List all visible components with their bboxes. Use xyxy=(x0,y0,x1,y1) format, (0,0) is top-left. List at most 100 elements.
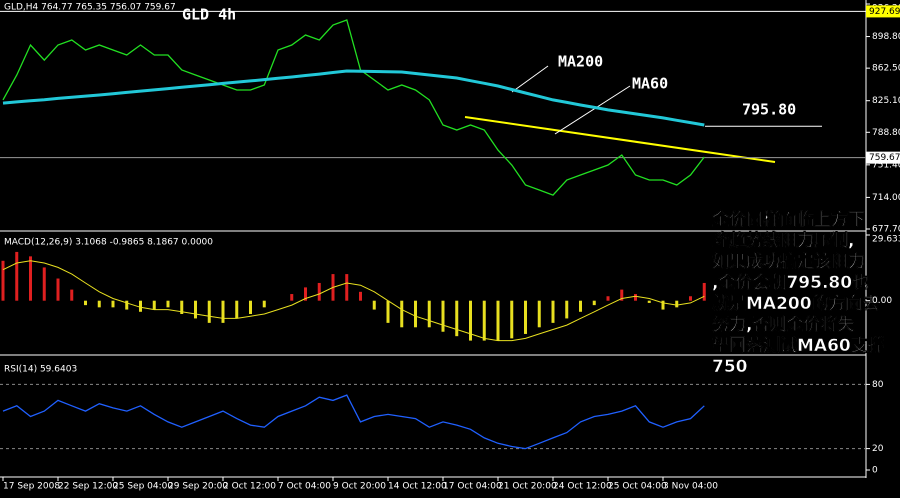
x-tick-label: 22 Sep 12:00 xyxy=(58,482,118,492)
histogram-bar xyxy=(634,294,637,301)
histogram-bar xyxy=(1,260,5,301)
commentary: 望回落测试MA60支撑 xyxy=(712,335,885,356)
y-tick-label: 825.10 xyxy=(872,96,900,106)
annotation-pointer xyxy=(554,85,631,135)
x-tick-label: 9 Oct 20:00 xyxy=(333,482,386,492)
price-label: 759.67 xyxy=(869,153,900,163)
price-label: 927.69 xyxy=(869,7,900,17)
histogram-bar xyxy=(194,300,197,319)
y-tick-label: 788.80 xyxy=(872,128,900,138)
histogram-bar xyxy=(386,300,390,323)
histogram-bar xyxy=(84,300,87,306)
x-tick-label: 7 Oct 04:00 xyxy=(278,482,331,492)
histogram-bar xyxy=(290,294,294,301)
histogram-bar xyxy=(262,300,266,308)
histogram-bar xyxy=(606,296,610,301)
histogram-bar xyxy=(249,300,252,314)
histogram-bar xyxy=(689,296,692,301)
x-tick-label: 21 Oct 20:00 xyxy=(498,482,557,492)
histogram-bar xyxy=(620,289,624,301)
annotation: MA60 xyxy=(632,75,668,93)
x-tick-label: 25 Sep 04:00 xyxy=(113,482,173,492)
commentary: 努力,否则金价将失 xyxy=(712,314,855,335)
price-box xyxy=(866,151,900,164)
histogram-bar xyxy=(139,300,142,312)
histogram-bar xyxy=(661,300,665,310)
commentary: ,金价会朝795.80也 xyxy=(712,272,869,293)
histogram-bar xyxy=(29,256,32,301)
histogram-bar xyxy=(592,300,596,306)
y-tick-label: 0 xyxy=(872,466,878,476)
x-tick-label: 17 Sep 2008 xyxy=(3,482,60,492)
commentary: 如果成功搞定该阻力 xyxy=(712,251,865,272)
y-tick-label: 862.50 xyxy=(872,64,900,74)
price-line xyxy=(2,69,705,127)
commentary: 金价同样面临上方下 xyxy=(711,209,865,230)
histogram-bar xyxy=(304,287,307,301)
histogram-bar xyxy=(565,300,569,319)
histogram-bar xyxy=(427,300,431,328)
price-line xyxy=(2,19,705,196)
commentary: 降趋势线阻力压制, xyxy=(712,230,854,251)
price-line xyxy=(2,394,705,450)
histogram-bar xyxy=(702,282,706,301)
histogram-bar xyxy=(675,300,679,308)
histogram-bar xyxy=(56,278,60,301)
x-tick-label: 3 Nov 04:00 xyxy=(663,482,718,492)
chart-header: MACD(12,26,9) 3.1068 -0.9865 8.1867 0.00… xyxy=(4,238,213,248)
y-tick-label: 677.70 xyxy=(872,225,900,235)
commentary: 就是MA200的方向去 xyxy=(712,293,880,314)
histogram-bar xyxy=(180,300,184,314)
histogram-bar xyxy=(166,300,170,308)
annotation: MA200 xyxy=(558,53,603,71)
histogram-bar xyxy=(551,300,555,323)
histogram-bar xyxy=(317,282,321,301)
histogram-bar xyxy=(524,300,527,334)
x-tick-label: 29 Sep 20:00 xyxy=(168,482,228,492)
histogram-bar xyxy=(482,300,486,341)
histogram-bar xyxy=(15,251,19,301)
histogram-bar xyxy=(221,300,225,323)
chart-title: GLD 4h xyxy=(182,6,236,24)
histogram-bar xyxy=(372,300,376,310)
chart-header: GLD,H4 764.77 765.35 756.07 759.67 xyxy=(4,3,176,13)
histogram-bar xyxy=(42,267,46,301)
histogram-bar xyxy=(152,300,156,310)
signal-line xyxy=(2,260,705,342)
chart-header: RSI(14) 59.6403 xyxy=(4,365,77,375)
x-tick-label: 24 Oct 12:00 xyxy=(553,482,612,492)
histogram-bar xyxy=(537,300,541,328)
histogram-bar xyxy=(207,300,211,323)
x-tick-label: 17 Oct 04:00 xyxy=(443,482,502,492)
histogram-bar xyxy=(125,300,129,310)
y-tick-label: 29.6337 xyxy=(872,235,900,245)
y-tick-label: 80 xyxy=(872,380,884,390)
commentary: 750 xyxy=(712,357,748,377)
histogram-bar xyxy=(496,300,500,341)
histogram-bar xyxy=(579,300,582,312)
histogram-bar xyxy=(111,300,115,308)
histogram-bar xyxy=(455,300,459,337)
histogram-bar xyxy=(400,300,404,328)
price-box xyxy=(866,5,900,18)
histogram-bar xyxy=(469,300,472,341)
histogram-bar xyxy=(359,291,362,301)
x-tick-label: 2 Oct 12:00 xyxy=(223,482,276,492)
histogram-bar xyxy=(441,300,445,332)
histogram-bar xyxy=(70,289,74,301)
histogram-bar xyxy=(235,300,239,319)
histogram-bar xyxy=(510,300,514,339)
x-tick-label: 25 Oct 04:00 xyxy=(608,482,667,492)
y-tick-label: 0.00 xyxy=(872,296,892,306)
x-tick-label: 14 Oct 12:00 xyxy=(388,482,447,492)
y-tick-label: 751.40 xyxy=(872,160,900,170)
histogram-bar xyxy=(647,300,651,303)
annotation-pointer xyxy=(511,65,549,93)
y-tick-label: 20 xyxy=(872,444,884,454)
y-tick-label: 714.00 xyxy=(872,193,900,203)
histogram-bar xyxy=(414,300,417,328)
histogram-bar xyxy=(97,300,101,308)
trend-line xyxy=(464,116,776,163)
